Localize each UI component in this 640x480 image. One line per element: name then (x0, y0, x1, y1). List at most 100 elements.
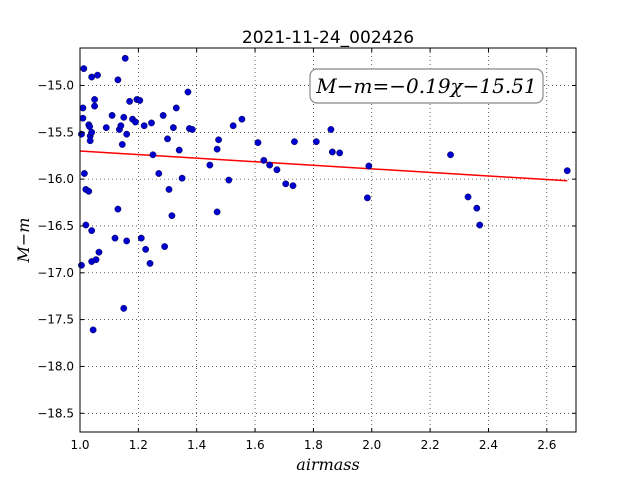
data-point (229, 122, 237, 130)
data-point (327, 126, 335, 133)
points (78, 54, 571, 334)
x-tick-label: 1.8 (304, 438, 323, 452)
data-point (336, 149, 344, 157)
data-point (473, 204, 481, 212)
x-tick-label: 2.2 (421, 438, 440, 452)
data-point (120, 113, 128, 121)
data-point (282, 180, 290, 188)
data-point (89, 326, 97, 334)
chart-title: 2021-11-24_002426 (242, 28, 414, 48)
data-point (102, 124, 110, 132)
data-point (563, 167, 571, 175)
data-point (149, 151, 157, 159)
data-point (273, 166, 281, 174)
x-tick-label: 2.0 (362, 438, 381, 452)
data-point (476, 221, 484, 229)
data-point (225, 176, 233, 184)
y-axis-label: M−m (14, 218, 33, 264)
data-point (184, 88, 192, 96)
y-tick-label: −15.5 (37, 125, 74, 139)
data-point (289, 182, 297, 190)
data-point (291, 138, 298, 146)
data-point (126, 97, 134, 105)
data-point (86, 137, 94, 145)
data-point (85, 187, 93, 195)
x-axis-label: airmass (296, 455, 359, 474)
data-point (132, 118, 139, 126)
y-ticks: −15.0 −15.5 −16.0 −16.5 −17.0 −17.5 −18.0 −18.5 (37, 78, 576, 420)
data-point (88, 73, 96, 81)
data-point (168, 212, 176, 220)
data-point (161, 243, 169, 250)
x-tick-label: 1.4 (187, 438, 206, 452)
data-point (88, 128, 96, 136)
data-point (169, 124, 177, 132)
data-point (111, 234, 119, 242)
data-point (178, 174, 186, 182)
data-point (328, 148, 336, 156)
fit-annotation: M−m=−0.19χ−15.51 (315, 74, 536, 98)
data-point (91, 96, 98, 103)
data-point (123, 130, 131, 138)
x-tick-label: 1.6 (246, 438, 265, 452)
data-point (95, 248, 103, 256)
data-point (79, 114, 87, 122)
data-point (363, 194, 371, 202)
data-point (266, 161, 274, 169)
data-point (213, 145, 221, 153)
y-tick-label: −18.0 (37, 359, 74, 373)
data-point (121, 54, 129, 62)
x-tick-label: 1.0 (70, 438, 89, 452)
y-tick-label: −17.5 (37, 313, 74, 327)
data-point (206, 161, 214, 169)
x-ticks: 1.0 1.2 1.4 1.6 1.8 2.0 2.2 2.4 2.6 (70, 48, 556, 452)
y-tick-label: −18.5 (37, 406, 74, 420)
data-point (175, 146, 183, 154)
data-point (140, 122, 148, 130)
data-point (137, 234, 145, 242)
data-point (79, 104, 87, 112)
data-point (136, 97, 144, 104)
data-point (213, 208, 221, 216)
data-point (123, 237, 131, 245)
data-point (165, 186, 173, 193)
data-point (159, 112, 167, 119)
data-point (312, 138, 320, 146)
data-point (148, 119, 155, 127)
plot-frame (79, 47, 577, 433)
data-point (88, 227, 96, 235)
data-point (155, 170, 163, 177)
data-point (260, 156, 268, 164)
x-tick-label: 2.6 (537, 438, 556, 452)
data-point (82, 221, 90, 229)
y-tick-label: −16.0 (37, 172, 74, 186)
data-point (118, 141, 126, 148)
annotation-box: M−m=−0.19χ−15.51 (309, 68, 544, 104)
data-point (238, 115, 246, 123)
data-point (146, 260, 154, 267)
data-point (164, 135, 171, 143)
data-point (80, 170, 88, 177)
data-point (92, 256, 100, 264)
data-point (78, 261, 85, 269)
data-point (188, 126, 196, 133)
data-point (120, 304, 128, 312)
data-point (464, 193, 472, 201)
data-point (94, 71, 101, 79)
fit-line-layer (79, 150, 568, 182)
y-tick-label: −15.0 (37, 78, 74, 92)
data-point (365, 162, 373, 170)
data-point (447, 151, 454, 159)
data-point (142, 245, 150, 253)
data-point (108, 112, 116, 119)
data-point (117, 122, 125, 130)
y-tick-label: −17.0 (37, 266, 74, 280)
data-point (114, 205, 122, 213)
data-point (215, 136, 222, 144)
data-point (80, 65, 88, 73)
y-tick-label: −16.5 (37, 219, 74, 233)
data-point (254, 139, 262, 146)
x-tick-label: 1.2 (129, 438, 148, 452)
data-point (114, 76, 122, 84)
